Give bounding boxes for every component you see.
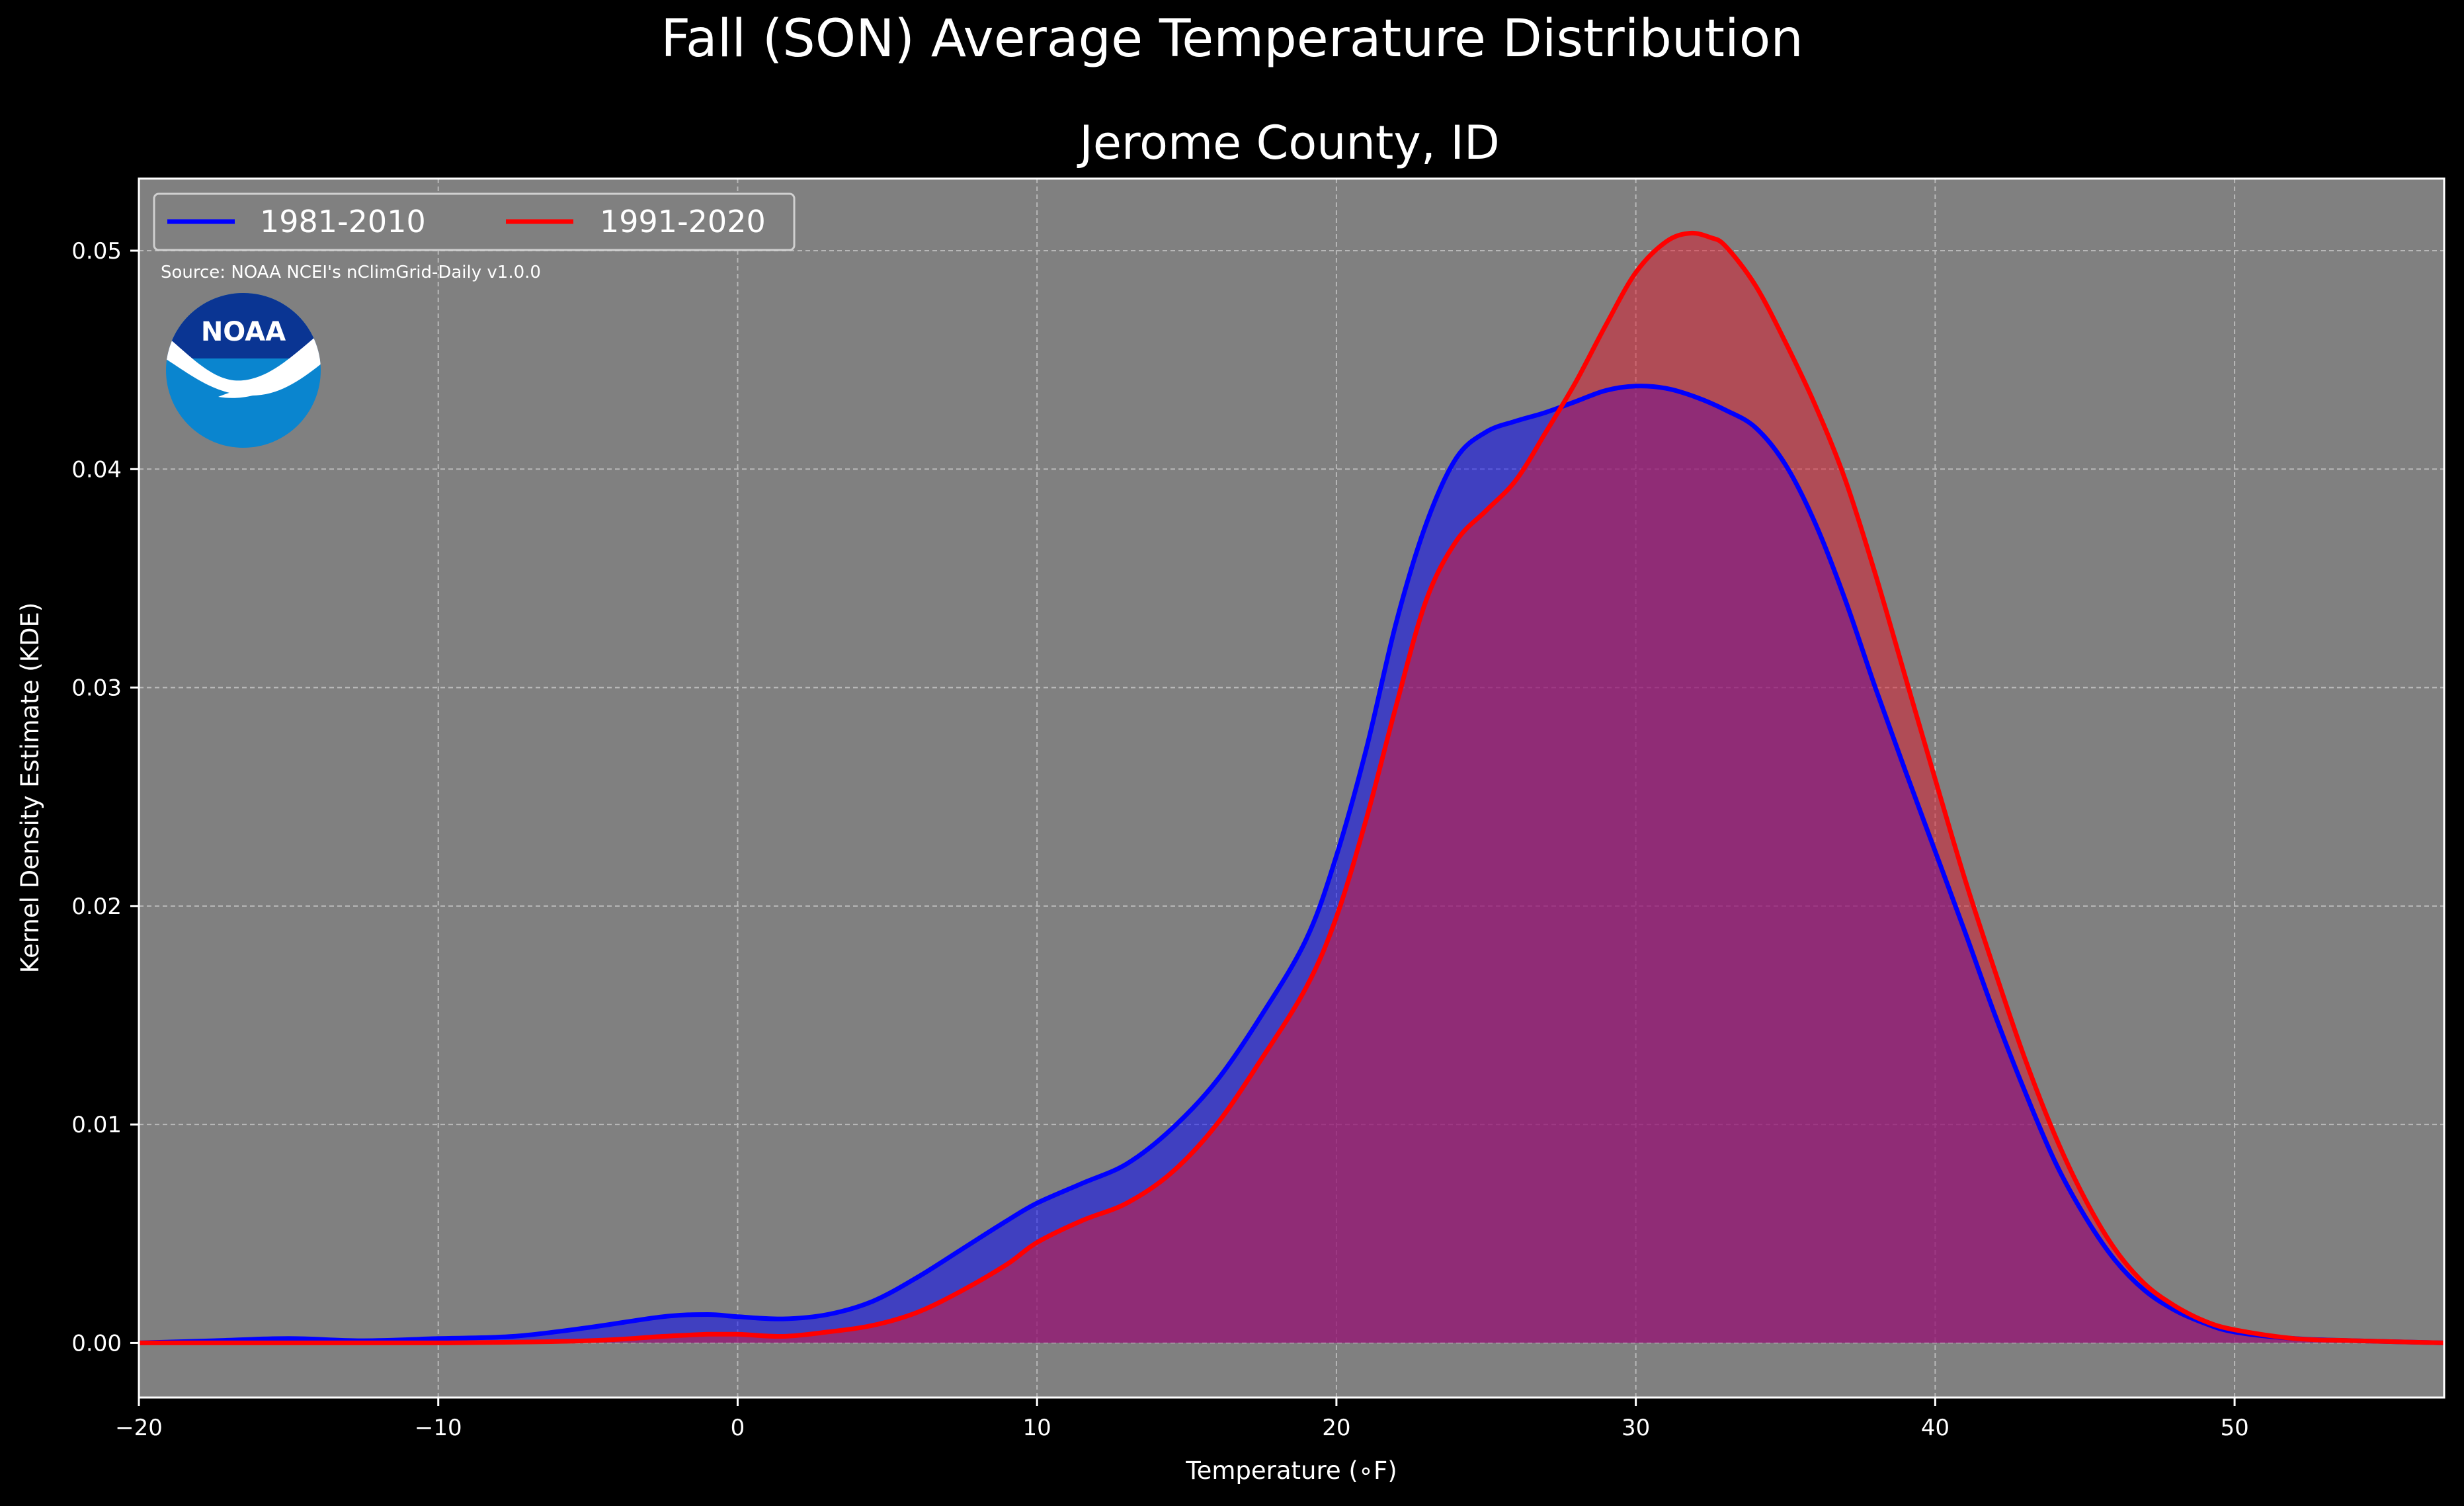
x-tick-label: 10 (1023, 1415, 1051, 1441)
plot-border (138, 177, 2445, 1399)
y-tick-label: 0.04 (71, 456, 122, 483)
series-fill-1991-2020 (139, 233, 2444, 1343)
x-tick-label: −10 (415, 1415, 462, 1441)
x-tick-label: 20 (1322, 1415, 1350, 1441)
y-tick-label: 0.03 (71, 675, 122, 702)
x-tick-label: 40 (1921, 1415, 1950, 1441)
series-layer (138, 230, 2445, 1345)
legend-box (153, 192, 796, 251)
x-tick-label: 0 (731, 1415, 745, 1441)
y-axis: 0.00 0.01 0.02 0.03 0.04 0.05 (71, 238, 139, 1357)
x-tick-label: 50 (2220, 1415, 2248, 1441)
source-note: Source: NOAA NCEI's nClimGrid-Daily v1.0… (161, 263, 541, 282)
y-tick-label: 0.05 (71, 238, 122, 265)
x-tick-label: −20 (115, 1415, 163, 1441)
noaa-logo-text: NOAA (201, 317, 286, 347)
legend: 1981-2010 1991-2020 (153, 192, 796, 251)
x-axis: −20 −10 0 10 20 30 40 50 (115, 1398, 2249, 1441)
y-tick-label: 0.00 (71, 1330, 122, 1357)
y-tick-label: 0.02 (71, 894, 122, 920)
chart-subtitle: Jerome County, ID (1077, 116, 1500, 170)
legend-label-1991-2020: 1991-2020 (600, 204, 766, 239)
series-line-1981-2010 (138, 384, 2445, 1345)
y-tick-label: 0.01 (71, 1112, 122, 1138)
chart-title: Fall (SON) Average Temperature Distribut… (661, 9, 1803, 69)
x-axis-label: Temperature (∘F) (1185, 1456, 1397, 1485)
y-axis-label: Kernel Density Estimate (KDE) (16, 603, 44, 974)
series-line-1991-2020 (138, 230, 2445, 1345)
noaa-logo-icon: NOAA (166, 293, 321, 448)
x-tick-label: 30 (1622, 1415, 1650, 1441)
legend-label-1981-2010: 1981-2010 (260, 204, 426, 239)
